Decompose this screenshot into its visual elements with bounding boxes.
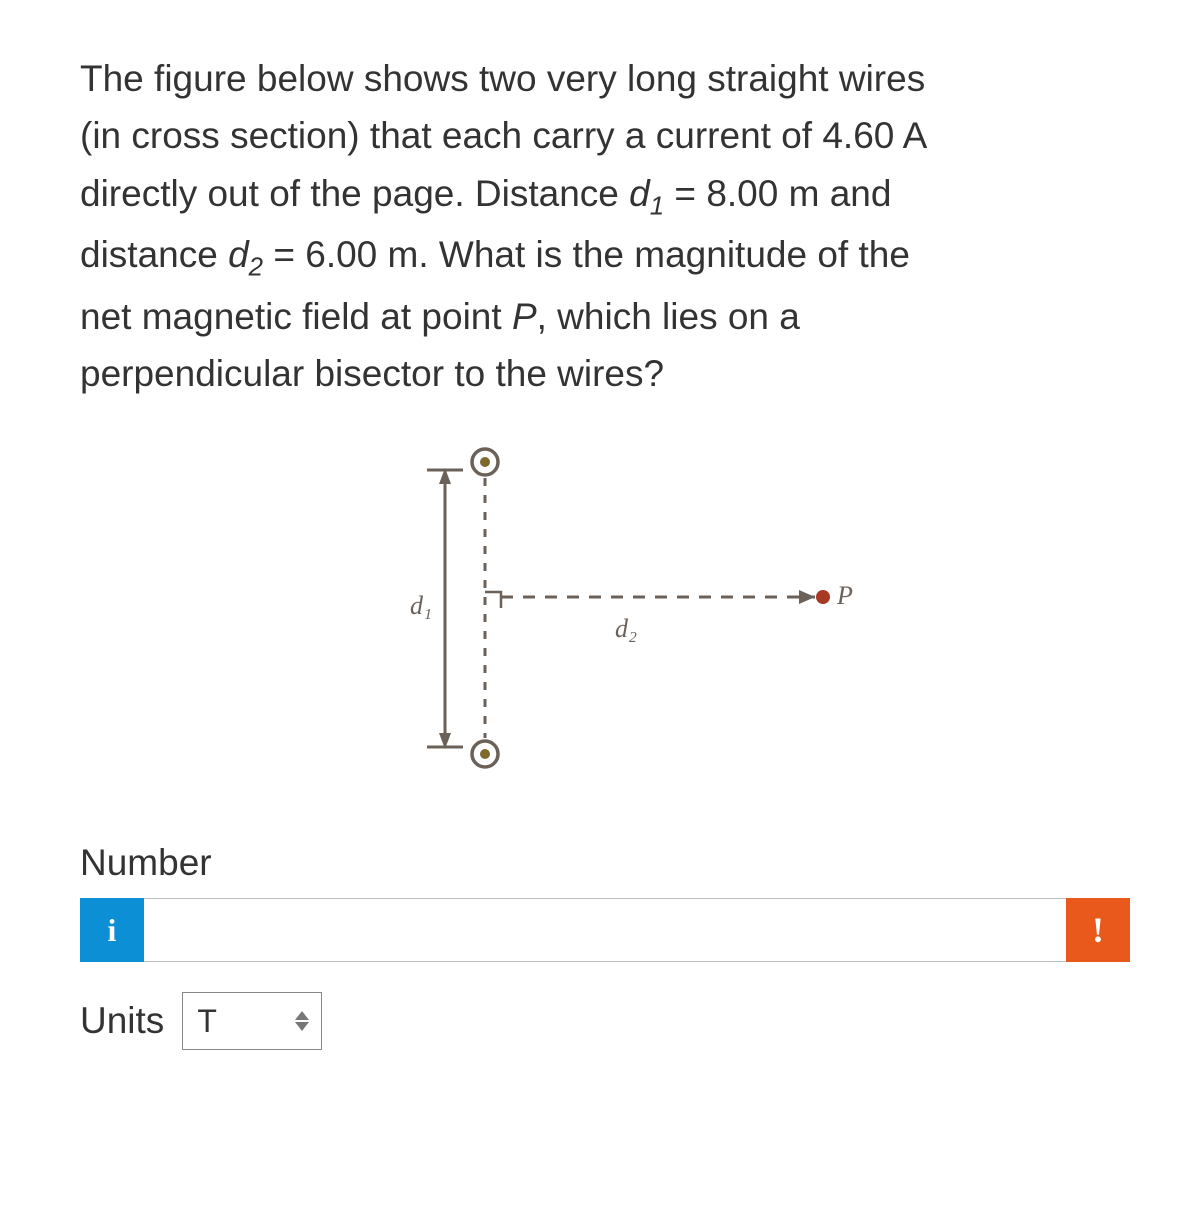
q-line1: The figure below shows two very long str… bbox=[80, 58, 925, 99]
info-button[interactable]: i bbox=[80, 898, 144, 962]
svg-text:d₁: d₁ bbox=[410, 591, 432, 620]
warning-icon: ! bbox=[1092, 909, 1104, 951]
question-text: The figure below shows two very long str… bbox=[80, 50, 1130, 402]
d2-sub: 2 bbox=[249, 254, 263, 282]
d1-var: d bbox=[629, 173, 650, 214]
d1-val: 8.00 m and bbox=[706, 173, 891, 214]
p-var: P bbox=[512, 296, 537, 337]
units-select[interactable]: T bbox=[182, 992, 322, 1050]
d2-val: 6.00 m. What is the magnitude of the bbox=[305, 234, 910, 275]
svg-text:P: P bbox=[836, 581, 853, 610]
physics-diagram: d₁ d₂ P bbox=[325, 442, 885, 782]
q-line4a: distance bbox=[80, 234, 228, 275]
eq1: = bbox=[664, 173, 706, 214]
q-line2a: (in cross section) that each carry a cur… bbox=[80, 115, 822, 156]
d1-sub: 1 bbox=[650, 192, 664, 220]
d2-var: d bbox=[228, 234, 249, 275]
q-line5a: net magnetic field at point bbox=[80, 296, 512, 337]
units-value: T bbox=[197, 1003, 217, 1040]
warning-button[interactable]: ! bbox=[1066, 898, 1130, 962]
eq2: = bbox=[263, 234, 305, 275]
q-line6: perpendicular bisector to the wires? bbox=[80, 353, 664, 394]
info-icon: i bbox=[108, 912, 117, 949]
number-input-row: i ! bbox=[80, 898, 1130, 962]
q-line3a: directly out of the page. Distance bbox=[80, 173, 629, 214]
q-line5b: , which lies on a bbox=[537, 296, 800, 337]
number-input[interactable] bbox=[144, 898, 1066, 962]
number-label: Number bbox=[80, 842, 1130, 884]
svg-text:d₂: d₂ bbox=[615, 614, 637, 643]
chevron-up-icon bbox=[295, 1011, 309, 1020]
chevron-down-icon bbox=[295, 1022, 309, 1031]
units-label: Units bbox=[80, 1000, 164, 1042]
units-stepper[interactable] bbox=[295, 1011, 309, 1031]
q-current: 4.60 A bbox=[822, 115, 927, 156]
